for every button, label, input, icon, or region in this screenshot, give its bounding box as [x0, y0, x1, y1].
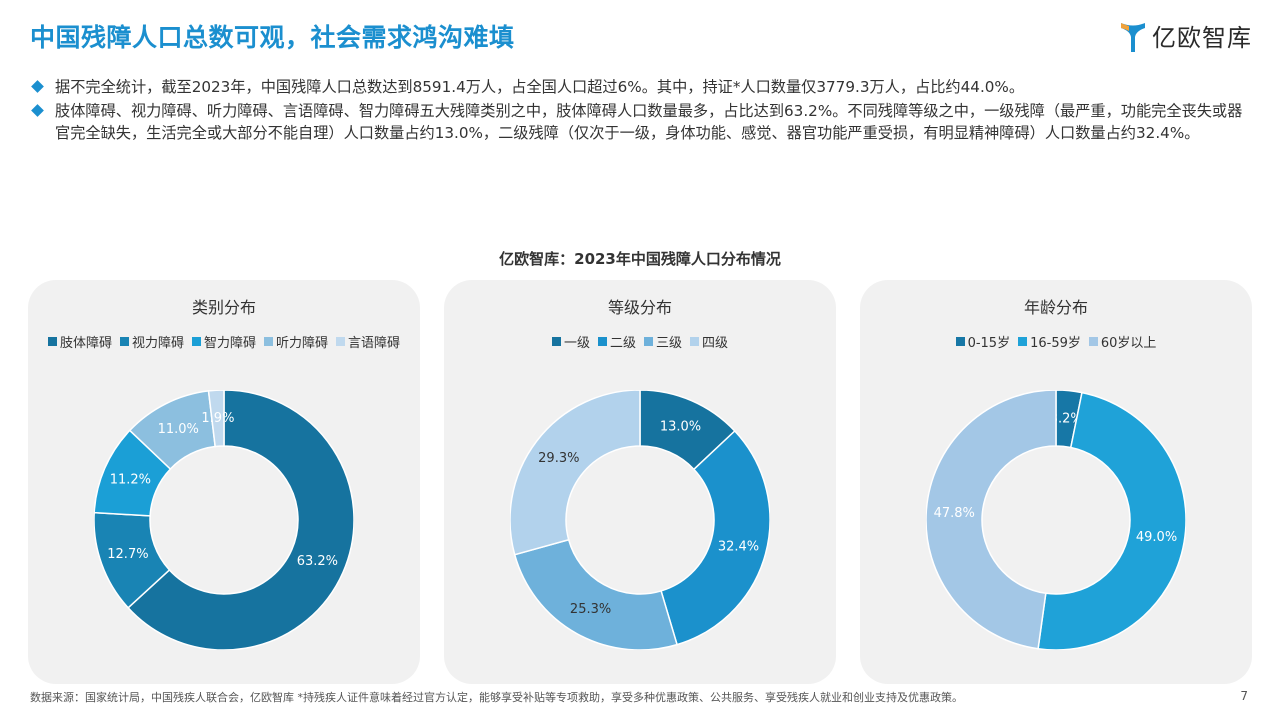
- legend-swatch: [1018, 337, 1028, 346]
- slice-label: 32.4%: [718, 540, 759, 555]
- panel-title: 年龄分布: [1023, 298, 1088, 317]
- chart-panel-level: 等级分布 一级 二级 三级 四级 13.0% 32.4% 25.3% 29.3%: [444, 280, 836, 684]
- slice-label: 49.0%: [1136, 530, 1177, 545]
- bullet-item: 肢体障碍、视力障碍、听力障碍、言语障碍、智力障碍五大残障类别之中，肢体障碍人口数…: [30, 100, 1252, 144]
- legend-item: 听力障碍: [264, 332, 328, 351]
- donut-slice: [513, 538, 678, 650]
- bullet-item: 据不完全统计，截至2023年，中国残障人口总数达到8591.4万人，占全国人口超…: [30, 76, 1252, 98]
- legend-item: 60岁以上: [1088, 332, 1157, 351]
- bullet-text: 据不完全统计，截至2023年，中国残障人口总数达到8591.4万人，占全国人口超…: [55, 78, 1025, 96]
- legend-item: 智力障碍: [191, 332, 256, 351]
- legend-swatch: [336, 337, 346, 346]
- legend-item: 一级: [551, 332, 590, 351]
- legend-label: 智力障碍: [203, 336, 256, 351]
- donut-slice: [510, 390, 641, 556]
- legend-label: 一级: [563, 336, 590, 351]
- donut-chart-category: 63.2% 12.7% 11.2% 11.0%1.9%: [94, 390, 354, 650]
- legend-swatch: [955, 337, 965, 346]
- donut-slice: [1037, 391, 1186, 650]
- page-number: 7: [1240, 689, 1248, 703]
- legend-item: 言语障碍: [336, 332, 400, 351]
- legend-item: 三级: [644, 332, 682, 351]
- legend-swatch: [551, 337, 561, 346]
- legend-label: 60岁以上: [1100, 336, 1157, 351]
- panel-title: 类别分布: [191, 298, 256, 317]
- legend: 肢体障碍 视力障碍 智力障碍 听力障碍 言语障碍: [28, 332, 420, 351]
- legend-swatch: [191, 337, 201, 346]
- donut-chart-level: 13.0% 32.4% 25.3% 29.3%: [510, 390, 770, 650]
- donut-slice: [660, 429, 770, 646]
- logo-icon: [1121, 22, 1145, 52]
- footnote: 数据来源：国家统计局，中国残疾人联合会，亿欧智库 *持残疾人证件意味着经过官方认…: [30, 691, 963, 704]
- legend-label: 16-59岁: [1030, 336, 1081, 351]
- logo-text: 亿欧智库: [1152, 24, 1252, 52]
- donut-slice: [926, 390, 1057, 650]
- legend-label: 0-15岁: [967, 336, 1011, 351]
- legend-swatch: [119, 337, 129, 346]
- legend-item: 肢体障碍: [47, 332, 112, 351]
- slice-label: 47.8%: [934, 506, 975, 521]
- legend-label: 四级: [702, 336, 729, 351]
- slice-label: 1.9%: [201, 411, 234, 426]
- legend-item: 四级: [690, 332, 728, 351]
- legend-label: 三级: [656, 336, 683, 351]
- slice-label: 13.0%: [660, 419, 701, 434]
- chart-panel-age: 年龄分布 0-15岁 16-59岁 60岁以上 3.2% 49.0% 47.8%: [860, 280, 1252, 684]
- legend: 0-15岁 16-59岁 60岁以上: [860, 332, 1252, 351]
- chart-panel-category: 类别分布 肢体障碍 视力障碍 智力障碍 听力障碍 言语障碍 63.2% 12.7% 11.2…: [28, 280, 420, 684]
- diamond-bullet-icon: [31, 80, 44, 93]
- legend-swatch: [264, 337, 273, 346]
- legend-swatch: [47, 337, 57, 346]
- legend-swatch: [1088, 337, 1098, 346]
- legend-label: 视力障碍: [131, 336, 184, 351]
- donut-slice: [127, 390, 354, 650]
- legend-label: 听力障碍: [276, 336, 329, 351]
- legend-swatch: [690, 337, 700, 346]
- donut-chart-age: 3.2% 49.0% 47.8%: [926, 390, 1186, 650]
- legend-label: 肢体障碍: [59, 336, 112, 351]
- chart-title: 亿欧智库：2023年中国残障人口分布情况: [499, 250, 781, 268]
- slice-label: 12.7%: [107, 547, 148, 562]
- bullet-list: 据不完全统计，截至2023年，中国残障人口总数达到8591.4万人，占全国人口超…: [30, 76, 1252, 146]
- panel-title: 等级分布: [607, 298, 672, 317]
- legend-label: 言语障碍: [348, 336, 401, 351]
- slice-label: 29.3%: [538, 451, 579, 466]
- diamond-bullet-icon: [31, 104, 44, 117]
- legend: 一级 二级 三级 四级: [444, 332, 836, 351]
- logo: 亿欧智库: [1120, 18, 1252, 53]
- slice-label: 3.2%: [1050, 412, 1083, 427]
- slice-label: 11.2%: [110, 472, 151, 487]
- slice-label: 25.3%: [570, 602, 611, 617]
- legend-label: 二级: [609, 336, 636, 351]
- legend-item: 二级: [597, 332, 636, 351]
- slice-label: 11.0%: [158, 422, 199, 437]
- slice-label: 63.2%: [297, 554, 338, 569]
- page-title: 中国残障人口总数可观，社会需求鸿沟难填: [30, 23, 515, 52]
- legend-item: 视力障碍: [119, 332, 184, 351]
- bullet-text: 肢体障碍、视力障碍、听力障碍、言语障碍、智力障碍五大残障类别之中，肢体障碍人口数…: [55, 102, 1243, 142]
- legend-swatch: [644, 337, 653, 346]
- legend-item: 16-59岁: [1018, 332, 1081, 351]
- donut-slice: [207, 390, 225, 448]
- legend-item: 0-15岁: [955, 332, 1011, 351]
- legend-swatch: [597, 337, 607, 346]
